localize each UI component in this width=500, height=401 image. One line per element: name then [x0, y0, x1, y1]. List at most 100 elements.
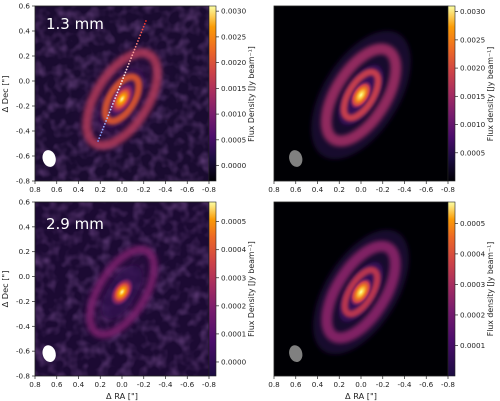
x-tick-label: 0.8	[29, 380, 41, 389]
inner-ring	[340, 68, 382, 122]
cut-line-dot	[140, 31, 143, 34]
colorbar-tick-label: 0.0005	[221, 217, 246, 226]
x-tick-label: -0.4	[158, 380, 172, 389]
cut-line-dot	[143, 22, 146, 25]
x-tick-label: 0.4	[73, 185, 85, 194]
cut-line-dot	[102, 125, 105, 128]
cut-line-dot	[108, 111, 111, 114]
cut-line-dot	[139, 34, 142, 37]
x-tick-label: -0.8	[441, 380, 455, 389]
cut-line-dot	[142, 25, 145, 28]
colorbar-tick-label: 0.0025	[460, 35, 485, 44]
x-tick-label: 0.2	[95, 185, 106, 194]
cut-line-dot	[130, 57, 133, 60]
outer-ring	[320, 43, 402, 147]
beam-ellipse	[289, 150, 303, 167]
colorbar-ticks: 0.0030 0.0025 0.0020 0.0015 0.0010 0.0005	[455, 7, 486, 157]
y-tick-label: 0.2	[19, 52, 30, 61]
radial-cut-line	[97, 20, 147, 142]
colorbar-tick-label: 0.0005	[221, 135, 246, 144]
x-tick-label: 0.8	[29, 185, 41, 194]
y-axis-label: Δ Dec ["]	[0, 271, 10, 308]
x-tick-label: 0.6	[51, 380, 63, 389]
y-tick-label: 0.4	[19, 222, 31, 231]
y-axis-label: Δ Dec ["]	[0, 76, 10, 113]
cut-line-dot	[98, 137, 101, 140]
colorbar	[447, 5, 456, 182]
inner-ring	[341, 266, 381, 318]
colorbar	[447, 201, 456, 377]
cut-line-dot	[134, 45, 137, 48]
colorbar-tick-label: 0.0010	[460, 120, 486, 129]
cut-line-dot	[141, 28, 144, 31]
y-ticks: 0.6 0.4 0.2 0.0 -0.2 -0.4 -0.6 -0.8	[16, 2, 35, 186]
colorbar-tick-label: 0.0005	[460, 219, 485, 228]
panel-top-right: 0.8 0.6 0.4 0.2 0.0 -0.2 -0.4 -0.6 -0.8 0.00300.…	[268, 5, 495, 194]
y-tick-label: -0.6	[16, 347, 30, 356]
x-tick-label: -0.6	[180, 380, 194, 389]
x-tick-label: -0.4	[397, 380, 411, 389]
colorbar-tick-label: 0.0020	[460, 64, 486, 73]
colorbar-label: Flux Density [Jy beam⁻¹]	[247, 46, 256, 142]
y-tick-label: 0.0	[19, 77, 31, 86]
x-axis-label: Δ RA ["]	[106, 391, 138, 401]
colorbar-tick-label: 0.0010	[221, 110, 247, 119]
x-ticks: 0.8 0.6 0.4 0.2 0.0 -0.2 -0.4 -0.6 -0.8	[29, 181, 216, 194]
x-tick-label: -0.4	[158, 185, 172, 194]
cut-line-dot	[106, 117, 109, 120]
x-tick-label: -0.2	[376, 185, 390, 194]
colorbar-ticks: 0.0005 0.0004 0.0003 0.0002 0.0001	[455, 219, 486, 350]
x-tick-label: 0.4	[312, 185, 324, 194]
x-tick-label: -0.4	[397, 185, 411, 194]
x-tick-label: -0.2	[137, 185, 151, 194]
cut-line-dot	[122, 77, 125, 80]
x-tick-label: 0.4	[312, 380, 324, 389]
y-tick-label: 0.6	[19, 2, 31, 11]
x-tick-label: -0.6	[180, 185, 194, 194]
x-tick-label: 0.2	[95, 380, 106, 389]
x-tick-label: -0.2	[376, 380, 390, 389]
disk-core	[349, 277, 373, 307]
cut-line-dot	[131, 54, 134, 57]
outer-ring	[82, 48, 162, 150]
x-tick-label: 0.8	[268, 185, 280, 194]
colorbar-tick-label: 0.0000	[221, 161, 247, 170]
colorbar-tick-label: 0.0002	[221, 301, 246, 310]
colorbar-tick-label: 0.0030	[460, 7, 486, 16]
colorbar-tick-label: 0.0004	[221, 245, 247, 254]
y-tick-label: -0.8	[16, 177, 30, 186]
outer-ring	[85, 245, 159, 339]
y-ticks: 0.6 0.4 0.2 0.0 -0.2 -0.4 -0.6 -0.8	[16, 198, 35, 381]
x-axis-label: Δ RA ["]	[345, 391, 377, 401]
cut-line-dot	[117, 88, 120, 91]
cut-line-dot	[123, 74, 126, 77]
x-tick-label: 0.0	[116, 380, 128, 389]
x-tick-label: -0.8	[441, 185, 455, 194]
colorbar-tick-label: 0.0003	[221, 273, 246, 282]
cut-line-dot	[104, 122, 106, 125]
colorbar-tick-label: 0.0020	[221, 58, 247, 67]
colorbar-tick-label: 0.0002	[460, 310, 485, 319]
x-ticks: 0.8 0.6 0.4 0.2 0.0 -0.2 -0.4 -0.6 -0.8	[268, 181, 455, 194]
cut-line-dot	[121, 80, 123, 82]
cut-line-dot	[135, 42, 138, 45]
disk-core	[349, 80, 373, 110]
cut-line-dot	[101, 128, 104, 131]
beam-ellipse	[289, 345, 303, 363]
y-tick-label: 0.2	[19, 247, 30, 256]
cut-line-dot	[100, 131, 103, 134]
colorbar-tick-label: 0.0004	[460, 249, 486, 258]
colorbar-tick-label: 0.0030	[221, 7, 247, 16]
colorbar	[208, 201, 217, 377]
disk-core	[109, 82, 135, 116]
colorbar	[208, 5, 217, 182]
x-tick-label: 0.0	[355, 380, 367, 389]
x-tick-label: -0.8	[202, 185, 216, 194]
outer-ring	[321, 240, 401, 344]
cut-line-dot	[105, 120, 107, 122]
cut-line-dot	[111, 102, 114, 105]
x-tick-label: -0.2	[137, 380, 151, 389]
y-tick-label: 0.0	[19, 272, 31, 281]
colorbar-ticks: 0.0030 0.0025 0.0020 0.0015 0.0010 0.0005 0.00…	[216, 7, 247, 170]
